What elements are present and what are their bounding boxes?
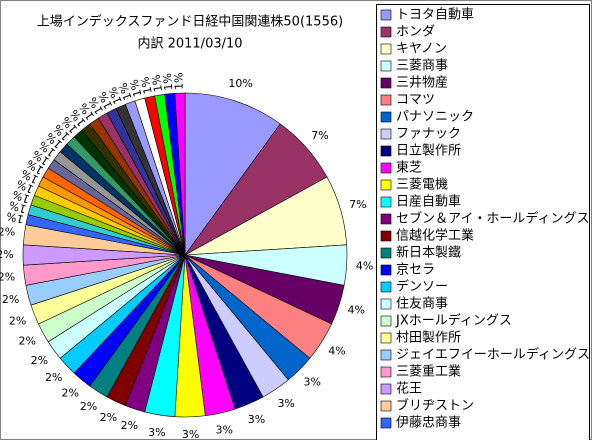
value-label: 3% [182,428,199,440]
legend-swatch [380,9,392,21]
value-label: 1% [15,177,36,196]
legend-swatch [380,332,392,344]
legend-label: 花王 [396,381,422,397]
legend-swatch [380,247,392,259]
value-label: 2% [19,335,36,348]
value-label: 4% [347,304,364,317]
value-label: 1% [11,187,32,205]
legend-label: ホンダ [396,25,435,40]
value-label: 1% [8,198,28,215]
legend-swatch [380,111,392,123]
legend: トヨタ自動車ホンダキヤノン三菱商事三井物産コマツパナソニックファナック日立製作所… [380,8,590,431]
pie-slice [184,92,281,256]
legend-swatch [380,196,392,208]
legend-label: 三菱商事 [396,59,448,74]
value-label: 2% [100,411,117,424]
value-label: 1% [117,81,135,102]
value-label: 10% [228,77,252,90]
pie-slice [174,92,186,256]
legend-label: ファナック [396,127,461,142]
value-label: 2% [121,419,138,432]
legend-label: キヤノン [396,42,447,57]
value-label: 2% [45,371,62,384]
legend-swatch [380,26,392,38]
legend-swatch [380,383,392,395]
value-label: 1% [161,73,176,92]
legend-swatch [380,179,392,191]
legend-label: 三井物産 [396,75,448,91]
value-label: 3% [148,426,165,439]
value-label: 2% [31,354,48,367]
legend-swatch [380,60,392,72]
legend-label: 三菱重工業 [396,364,461,380]
legend-swatch [380,417,392,429]
legend-swatch [380,349,392,361]
legend-swatch [380,264,392,276]
legend-swatch [380,162,392,174]
legend-swatch [380,128,392,140]
value-label: 3% [248,413,265,426]
legend-label: 日立製作所 [396,144,461,159]
legend-label: 伊藤忠商事 [396,416,461,431]
legend-label: デンソー [396,279,448,295]
value-label: 1% [172,72,186,90]
legend-swatch [380,43,392,55]
legend-label: 住友商事 [396,296,448,312]
legend-swatch [380,366,392,378]
legend-swatch [380,230,392,242]
legend-swatch [380,77,392,89]
value-label: 3% [277,397,294,410]
value-label: 1% [150,74,166,93]
value-label: 2% [0,225,15,238]
value-label: 4% [328,344,345,357]
legend-swatch [380,145,392,157]
value-label: 2% [0,248,14,261]
value-label: 2% [80,400,97,413]
value-label: 2% [2,293,19,306]
chart-title: 上場インデックスファンド日経中国関連株50(1556) [37,14,343,30]
value-label: 1% [127,78,144,98]
legend-label: 日産自動車 [396,194,461,210]
value-label: 7% [311,129,328,142]
value-label: 7% [349,198,366,211]
value-label: 1% [138,75,154,95]
legend-label: ブリヂストン [396,398,474,414]
legend-swatch [380,213,392,225]
legend-label: ジェイエフイーホールディングス [396,347,590,363]
legend-label: 三菱電機 [396,178,448,193]
legend-swatch [380,281,392,293]
legend-label: トヨタ自動車 [396,8,474,23]
legend-label: コマツ [396,93,435,108]
legend-label: 新日本製鐵 [396,245,461,261]
legend-swatch [380,94,392,106]
legend-swatch [380,400,392,412]
value-label: 3% [304,375,321,388]
legend-label: セブン＆アイ・ホールディングス [396,211,589,227]
value-label: 4% [356,259,373,272]
legend-swatch [380,298,392,310]
legend-label: JXホールディングス [395,313,512,329]
chart-subtitle: 内訳 2011/03/10 [137,36,242,52]
value-label: 1% [106,85,125,106]
value-label: 3% [216,424,233,437]
value-label: 2% [0,271,15,284]
value-label: 2% [62,387,79,400]
value-label: 1% [5,209,25,225]
legend-label: 東芝 [396,160,422,176]
legend-label: 村田製作所 [396,331,461,346]
legend-label: パナソニック [396,110,474,125]
legend-label: 京セラ [396,263,435,278]
legend-swatch [380,315,392,327]
value-label: 2% [9,314,26,327]
legend-label: 信越化学工業 [396,228,474,244]
legend-box [376,4,590,444]
